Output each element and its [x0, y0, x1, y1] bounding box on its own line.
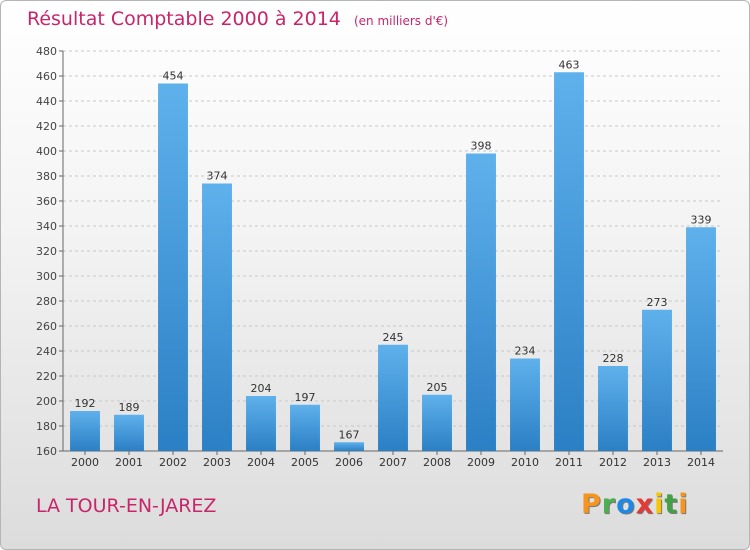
data-label: 339: [691, 213, 712, 226]
y-tick-label: 180: [36, 420, 57, 433]
logo-letter: o: [616, 489, 636, 520]
x-tick-label: 2012: [599, 456, 627, 469]
x-tick-label: 2009: [467, 456, 495, 469]
y-tick-label: 240: [36, 345, 57, 358]
y-tick-label: 220: [36, 370, 57, 383]
x-tick-label: 2005: [291, 456, 319, 469]
data-label: 192: [75, 397, 96, 410]
x-tick-label: 2014: [687, 456, 715, 469]
bar: [114, 414, 144, 451]
bar: [70, 411, 100, 451]
chart-subtitle: (en milliers d'€): [353, 14, 449, 28]
y-tick-label: 480: [36, 45, 57, 58]
x-tick-label: 2004: [247, 456, 275, 469]
logo-letter: x: [635, 489, 655, 520]
logo-letter: P: [581, 489, 602, 520]
bars: [70, 72, 716, 451]
y-tick-label: 340: [36, 220, 57, 233]
data-label: 234: [515, 345, 536, 358]
data-label: 228: [603, 352, 624, 365]
logo-letter: i: [654, 489, 665, 520]
y-tick-label: 320: [36, 245, 57, 258]
data-label: 197: [295, 391, 316, 404]
x-tick-label: 2002: [159, 456, 187, 469]
y-tick-label: 200: [36, 395, 57, 408]
y-tick-label: 260: [36, 320, 57, 333]
logo-letter: t: [664, 489, 679, 520]
bar: [510, 358, 540, 451]
x-tick-label: 2000: [71, 456, 99, 469]
x-tick-label: 2007: [379, 456, 407, 469]
bar: [246, 396, 276, 451]
y-tick-label: 460: [36, 70, 57, 83]
logo-letter: r: [601, 489, 617, 520]
bar: [598, 366, 628, 451]
bar: [466, 153, 496, 451]
data-label: 205: [427, 381, 448, 394]
x-tick-label: 2006: [335, 456, 363, 469]
x-tick-label: 2008: [423, 456, 451, 469]
x-tick-label: 2001: [115, 456, 143, 469]
x-tick-label: 2011: [555, 456, 583, 469]
y-tick-label: 400: [36, 145, 57, 158]
bar: [334, 442, 364, 451]
bar: [202, 183, 232, 451]
y-tick-label: 440: [36, 95, 57, 108]
bar: [158, 83, 188, 451]
y-tick-label: 300: [36, 270, 57, 283]
logo-letter: i: [678, 489, 689, 520]
x-tick-label: 2010: [511, 456, 539, 469]
x-tick-label: 2013: [643, 456, 671, 469]
bar: [642, 309, 672, 451]
x-tick-label: 2003: [203, 456, 231, 469]
y-tick-label: 360: [36, 195, 57, 208]
y-tick-label: 420: [36, 120, 57, 133]
data-label: 454: [163, 70, 184, 83]
city-name: LA TOUR-EN-JAREZ: [36, 495, 217, 517]
y-tick-label: 280: [36, 295, 57, 308]
bar: [290, 404, 320, 451]
data-label: 463: [559, 58, 580, 71]
data-label: 245: [383, 331, 404, 344]
title-row: Résultat Comptable 2000 à 2014 (en milli…: [27, 8, 448, 30]
proxiti-logo[interactable]: Proxiti: [581, 489, 689, 520]
data-label: 398: [471, 140, 492, 153]
data-label: 374: [207, 170, 228, 183]
data-label: 189: [119, 401, 140, 414]
chart-title: Résultat Comptable 2000 à 2014: [27, 8, 341, 30]
bar: [422, 394, 452, 451]
data-label: 204: [251, 382, 272, 395]
data-label: 273: [647, 296, 668, 309]
data-label: 167: [339, 428, 360, 441]
bar: [378, 344, 408, 451]
bar: [686, 227, 716, 451]
labels: 160 180 200 220 240 260 280 300 320 340 360 380 400 4…: [36, 45, 715, 469]
y-tick-label: 380: [36, 170, 57, 183]
y-tick-label: 160: [36, 445, 57, 458]
bar: [554, 72, 584, 451]
